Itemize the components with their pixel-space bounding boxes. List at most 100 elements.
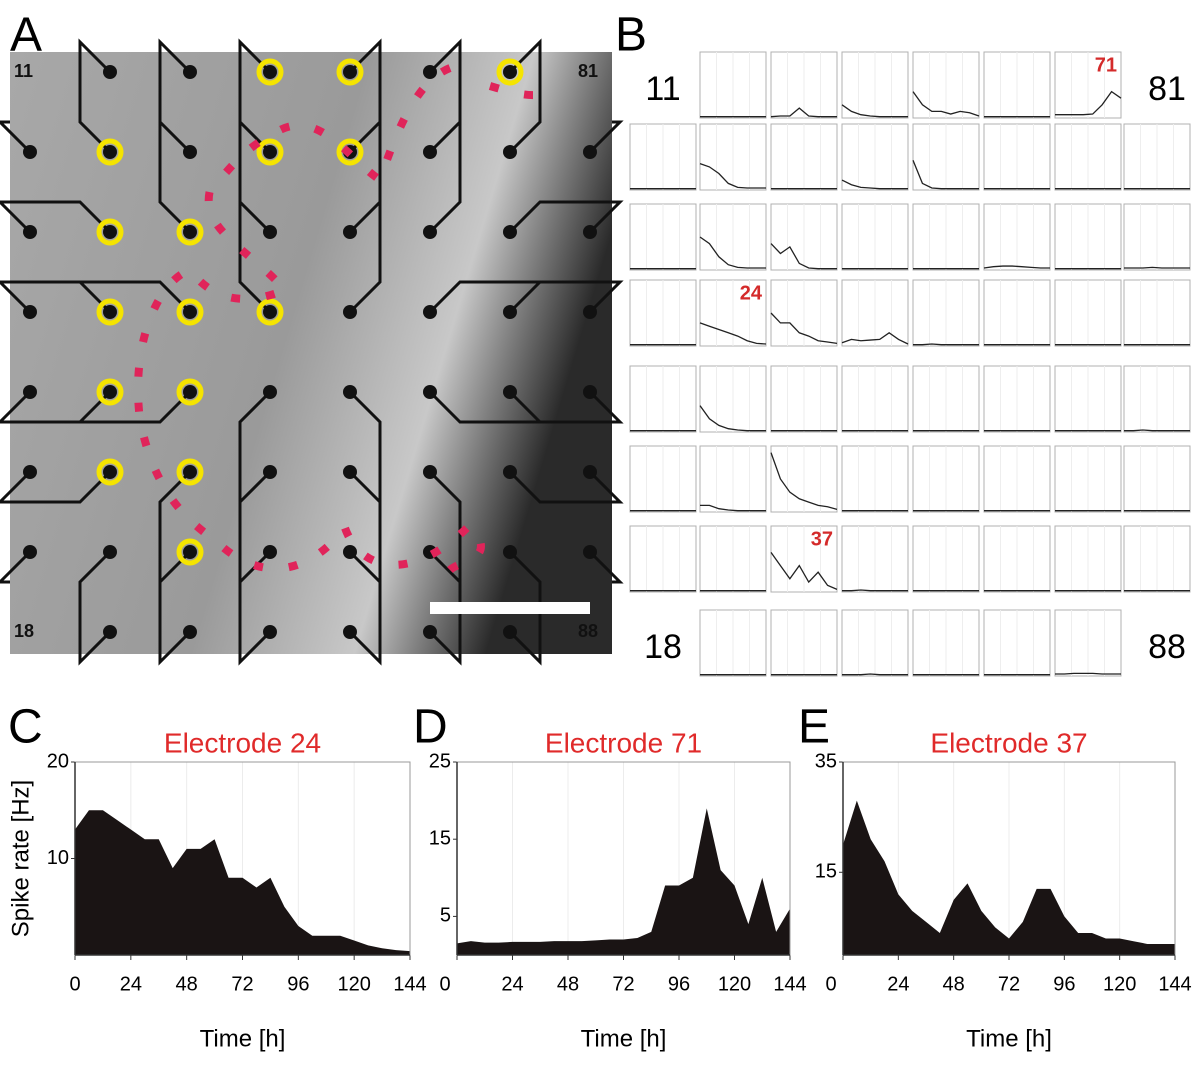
electrode [183,305,197,319]
x-tick-label: 96 [287,973,309,995]
electrode [183,145,197,159]
panel-letter: C [8,701,43,754]
active-electrode-ring [96,298,124,326]
electrode-lead [0,280,32,314]
x-tick-label: 24 [501,973,523,995]
electrode [343,625,357,639]
mini-trace [699,162,766,189]
electrode [103,65,117,79]
electrode [423,225,437,239]
electrode [183,625,197,639]
electrode-number: 88 [1148,628,1186,666]
electrode-lead [10,200,112,234]
active-electrode-ring [96,138,124,166]
area [75,810,410,955]
electrode-lead [428,550,462,654]
electrode-lead [428,52,462,234]
active-electrode-ring [176,378,204,406]
electrode [263,545,277,559]
electrode-lead [158,630,192,666]
x-tick-label: 48 [943,973,965,995]
y-tick-label: 5 [440,905,451,927]
electrode-lead [158,38,192,74]
mini-trace [983,265,1050,269]
mini-trace [1124,266,1190,269]
electrode [583,465,597,479]
electrode [23,305,37,319]
corner-label: 11 [14,61,33,81]
electrode [583,545,597,559]
electrode-lead [348,52,382,314]
electrode-lead [238,38,272,74]
electrode-lead [348,550,382,654]
active-electrode-ring [176,218,204,246]
mini-trace [770,243,837,270]
x-tick-label: 72 [231,973,253,995]
electrode [23,545,37,559]
electrode [343,545,357,559]
electrode [503,225,517,239]
electrode [263,65,277,79]
electrode [103,225,117,239]
electrode-lead [508,550,542,654]
electrode [183,465,197,479]
electrode-lead [588,120,624,154]
panel-letter: E [798,701,830,754]
mini-trace [1124,429,1190,432]
active-electrode-ring [496,58,524,86]
x-axis-label: Time [h] [581,1025,667,1052]
mini-trace [699,322,767,345]
mini-trace [842,673,908,676]
electrode [503,625,517,639]
electrode [183,545,197,559]
electrode-number: 11 [645,70,680,108]
electrode [503,545,517,559]
y-tick-label: 15 [815,861,837,883]
electrode [423,625,437,639]
active-electrode-ring [96,378,124,406]
electrode-lead [158,52,192,234]
electrode [423,305,437,319]
chart-title: Electrode 24 [164,727,321,758]
active-electrode-ring [256,298,284,326]
electrode [103,465,117,479]
electrode [183,225,197,239]
panel-letter: D [413,701,448,754]
electrode-lead [0,390,32,424]
electrode-lead [78,38,112,74]
electrode-lead [508,38,542,74]
mini-trace [700,504,766,512]
electrode [583,145,597,159]
electrode-lead [348,38,382,74]
mini-trace [699,405,766,432]
mini-trace [699,236,766,269]
electrode [503,305,517,319]
highlight-label: 37 [811,528,833,550]
x-tick-label: 120 [718,973,751,995]
electrode-lead [78,550,112,654]
electrode [343,385,357,399]
corner-label: 18 [14,621,34,641]
electrode [263,145,277,159]
mini-trace [841,104,908,118]
electrode-lead [0,550,32,584]
electrode [23,225,37,239]
electrode [103,145,117,159]
mini-trace [1055,90,1122,116]
electrode-lead [238,630,272,666]
electrode-lead [588,200,624,234]
electrode [103,385,117,399]
electrode-lead [508,200,612,234]
electrode [503,65,517,79]
mini-trace [770,312,838,345]
active-electrode-ring [176,298,204,326]
x-tick-label: 24 [120,973,142,995]
electrode [183,385,197,399]
electrode [343,465,357,479]
electrode-lead [588,280,624,314]
electrode [23,145,37,159]
electrode [423,465,437,479]
electrode-array: 11 81 18 88 [0,38,624,666]
electrode-lead [508,390,612,424]
